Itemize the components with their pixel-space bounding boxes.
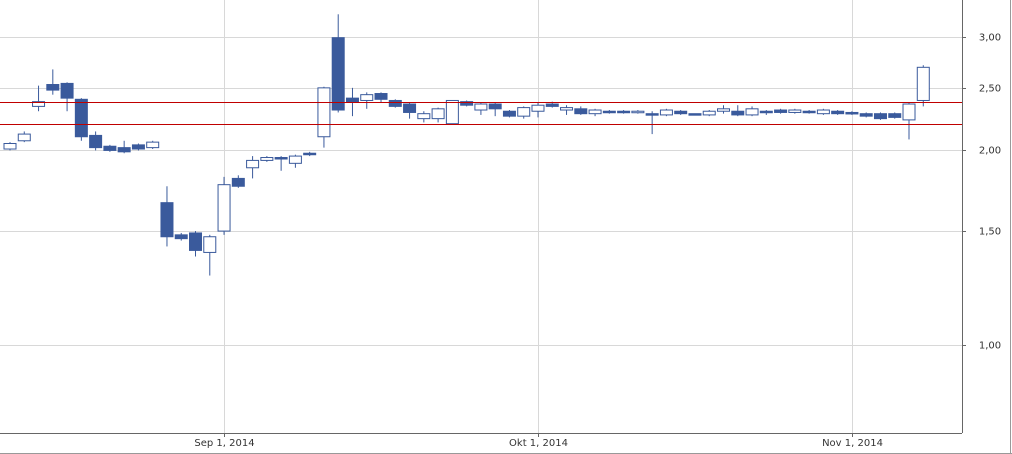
candle-body [873, 113, 887, 120]
candle-body [888, 113, 902, 118]
candle-body [788, 109, 802, 113]
candle-body [74, 98, 88, 138]
x-tick-label: Sep 1, 2014 [194, 438, 254, 449]
candle-body [902, 103, 916, 121]
candle-body [816, 109, 830, 115]
candle-body [189, 232, 203, 251]
candle-body [445, 99, 459, 125]
candle-body [345, 97, 359, 103]
candle-body [331, 37, 345, 111]
candle-body [388, 99, 402, 107]
candle-body [103, 145, 117, 151]
candle-body [731, 110, 745, 116]
candle-body [60, 82, 74, 99]
y-tick-label: 2,50 [979, 84, 1001, 95]
candle-body [117, 147, 131, 153]
candle-body [131, 144, 145, 150]
candle-body [160, 202, 174, 238]
candle-body [774, 109, 788, 113]
candle-body [631, 110, 645, 114]
candle-body [759, 110, 773, 114]
candle-body [403, 103, 417, 113]
candle-body [303, 152, 317, 156]
candle-body [288, 155, 302, 164]
candle-body [602, 110, 616, 114]
candle-body [317, 87, 331, 138]
candle-body [203, 236, 217, 253]
candle-body [717, 108, 730, 112]
candle-body [502, 110, 516, 117]
y-tick-label: 3,00 [979, 33, 1001, 44]
candle-body [3, 142, 17, 150]
candle-body [89, 134, 103, 149]
candle-body [702, 110, 716, 116]
y-tick-label: 1,50 [979, 227, 1001, 238]
candle-body [217, 184, 231, 232]
candle-body [560, 107, 574, 111]
candle-body [360, 94, 374, 101]
candle-body [545, 103, 559, 107]
x-tick-label: Okt 1, 2014 [509, 438, 568, 449]
candle-body [260, 157, 274, 161]
candle-body [688, 113, 702, 116]
candle-body [274, 157, 288, 160]
candle-body [32, 101, 46, 107]
candle-body [374, 93, 388, 100]
y-tick-label: 2,00 [979, 146, 1001, 157]
y-tick-label: 1,00 [979, 341, 1001, 352]
candle-body [146, 141, 160, 149]
candle-body [431, 108, 445, 120]
candle-body [231, 177, 245, 187]
candle-body [745, 108, 759, 116]
candle-body [802, 110, 816, 114]
candle-body [645, 113, 659, 116]
candle-body [845, 111, 859, 115]
candle-body [174, 234, 188, 240]
candle-body [674, 110, 688, 115]
candle-body [460, 101, 474, 106]
candle-body [17, 133, 31, 142]
candle-body [474, 103, 488, 111]
candle-body [46, 84, 60, 91]
candle-body [531, 104, 545, 112]
candle-body [916, 66, 930, 101]
candle-body [859, 113, 873, 117]
candle-body [517, 107, 531, 117]
x-tick-label: Nov 1, 2014 [822, 438, 883, 449]
candle-body [831, 110, 845, 115]
candle-body [246, 159, 260, 169]
candle-body [417, 113, 431, 120]
candle-body [588, 109, 602, 115]
candle-body [617, 110, 631, 114]
candle-body [488, 103, 502, 110]
candle-body [574, 108, 588, 115]
candle-body [659, 109, 673, 116]
